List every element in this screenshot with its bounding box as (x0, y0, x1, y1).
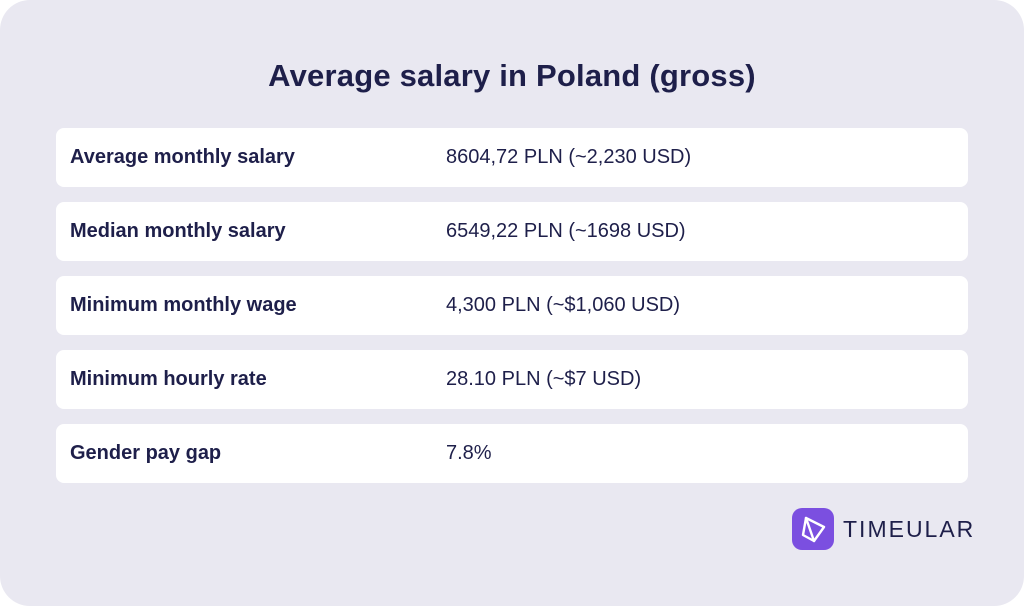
row-label: Gender pay gap (70, 442, 222, 464)
table-row-minimum-hourly-rate: Minimum hourly rate 28.10 PLN (~$7 USD) (56, 350, 968, 409)
timeular-logo-icon (792, 508, 834, 550)
row-label: Minimum hourly rate (70, 368, 267, 390)
row-value: 7.8% (446, 442, 492, 464)
table-row-minimum-monthly-wage: Minimum monthly wage 4,300 PLN (~$1,060 … (56, 276, 968, 335)
brand-name: TIMEULAR (843, 515, 976, 542)
table-row-median-monthly-salary: Median monthly salary 6549,22 PLN (~1698… (56, 202, 968, 261)
brand-logo: TIMEULAR (792, 508, 975, 550)
table-row-average-monthly-salary: Average monthly salary 8604,72 PLN (~2,2… (56, 128, 968, 187)
salary-table: Average monthly salary 8604,72 PLN (~2,2… (56, 128, 968, 498)
row-label: Median monthly salary (70, 220, 286, 242)
row-value: 6549,22 PLN (~1698 USD) (446, 220, 686, 242)
row-value: 8604,72 PLN (~2,230 USD) (446, 146, 692, 168)
row-label: Average monthly salary (70, 146, 295, 168)
row-value: 4,300 PLN (~$1,060 USD) (446, 294, 681, 316)
row-label: Minimum monthly wage (70, 294, 297, 316)
page-title: Average salary in Poland (gross) (268, 58, 756, 93)
row-value: 28.10 PLN (~$7 USD) (446, 368, 642, 390)
table-row-gender-pay-gap: Gender pay gap 7.8% (56, 424, 968, 483)
